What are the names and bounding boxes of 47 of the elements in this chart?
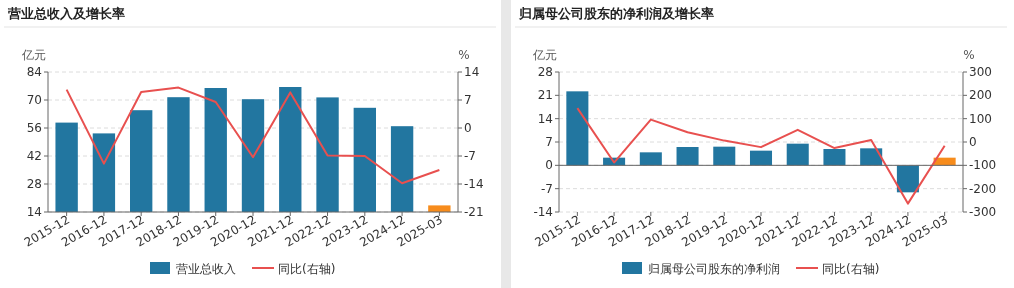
y2-tick-label: -300 bbox=[969, 205, 997, 219]
bar bbox=[639, 152, 662, 166]
chart-title: 营业总收入及增长率 bbox=[7, 6, 125, 21]
bar bbox=[896, 165, 919, 193]
y2-tick-label: -7 bbox=[464, 149, 476, 163]
legend-label: 归属母公司股东的净利润 bbox=[648, 262, 780, 276]
y-tick-label: 14 bbox=[537, 111, 553, 126]
legend-label: 同比(右轴) bbox=[822, 262, 880, 276]
y2-tick-label: 0 bbox=[969, 135, 977, 149]
y2-tick-label: 100 bbox=[969, 111, 992, 126]
legend-label: 同比(右轴) bbox=[278, 262, 336, 276]
y2-tick-label: -100 bbox=[969, 158, 997, 173]
y2-tick-label: -200 bbox=[969, 181, 997, 196]
y2-tick-label: 300 bbox=[969, 65, 992, 79]
y2-tick-label: -21 bbox=[464, 205, 484, 219]
bar bbox=[676, 147, 699, 166]
y2-tick-label: 200 bbox=[969, 88, 992, 103]
y2-tick-label: 14 bbox=[464, 65, 480, 79]
y2-tick-label: -14 bbox=[464, 177, 484, 191]
bar bbox=[823, 149, 846, 166]
chart-title: 归属母公司股东的净利润及增长率 bbox=[518, 6, 714, 21]
y-tick-label: 28 bbox=[26, 177, 42, 191]
bar bbox=[749, 150, 773, 166]
y-tick-label: 42 bbox=[26, 149, 42, 163]
line-series bbox=[65, 86, 441, 185]
y2-tick-label: 0 bbox=[464, 121, 472, 135]
y-tick-label: 56 bbox=[26, 121, 42, 135]
bar bbox=[713, 146, 736, 166]
y-tick-label: 28 bbox=[537, 65, 553, 79]
y-tick-label: 7 bbox=[545, 135, 553, 149]
line-series bbox=[576, 107, 946, 205]
y-tick-label: 70 bbox=[26, 93, 42, 107]
y-tick-label: 84 bbox=[26, 65, 42, 79]
bar bbox=[786, 143, 809, 166]
y-tick-label: 0 bbox=[545, 158, 553, 173]
y-axis-title: 亿元 bbox=[21, 48, 46, 62]
y-tick-label: -14 bbox=[533, 205, 553, 219]
y2-tick-label: 7 bbox=[464, 93, 472, 107]
y-axis-title: 亿元 bbox=[532, 48, 557, 62]
bar bbox=[566, 91, 589, 166]
y2-axis-title: % bbox=[458, 48, 470, 62]
y-tick-label: -7 bbox=[541, 181, 553, 196]
y-tick-label: 14 bbox=[26, 205, 42, 219]
legend-label: 营业总收入 bbox=[176, 262, 236, 276]
y-tick-label: 21 bbox=[537, 88, 553, 103]
y2-axis-title: % bbox=[963, 48, 975, 62]
bar bbox=[860, 148, 883, 166]
